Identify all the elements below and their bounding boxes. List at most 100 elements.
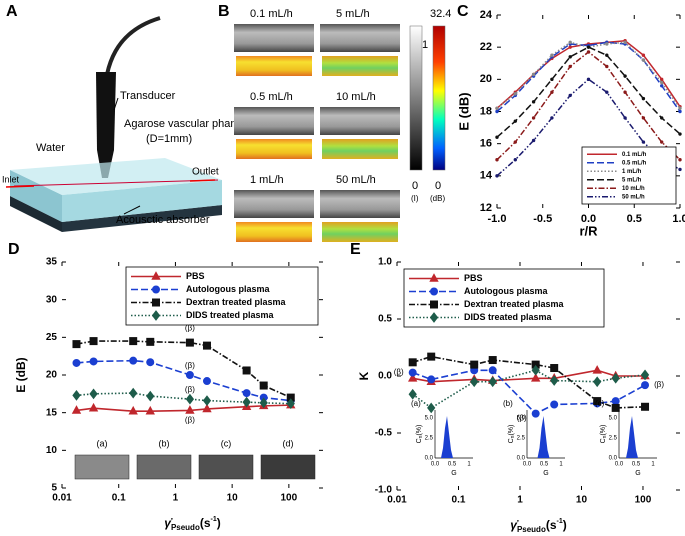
annotation: (β) — [394, 368, 404, 377]
colorbar-unit: (I) — [411, 194, 419, 203]
marker — [488, 376, 497, 388]
inset-x-tick: 1 — [467, 462, 471, 468]
series-line — [76, 359, 291, 402]
y-tick-label: 18 — [480, 105, 492, 117]
elasticity-map — [322, 139, 398, 159]
marker — [470, 376, 479, 388]
marker — [259, 381, 268, 390]
series-line — [496, 41, 681, 109]
panel-label: B — [218, 3, 230, 20]
marker — [641, 116, 646, 120]
marker — [623, 90, 627, 94]
y-tick-label: 25 — [46, 332, 58, 343]
marker — [611, 403, 620, 412]
marker — [623, 40, 627, 45]
x-label-exp: -1 — [211, 516, 217, 523]
inset-y-label-sub: n — [418, 435, 424, 438]
annotation: (β) — [654, 380, 664, 389]
marker — [641, 58, 646, 62]
absorber-side — [10, 196, 62, 232]
legend-label: PBS — [464, 273, 483, 283]
flow-rate-label: 0.1 mL/h — [250, 8, 293, 20]
elasticity-map — [322, 56, 398, 76]
x-tick-label: 0.0 — [581, 213, 596, 225]
inset-y-tick: 2.5 — [517, 436, 526, 442]
series-line — [76, 340, 292, 399]
marker — [605, 42, 609, 46]
legend-label: Dextran treated plasma — [464, 299, 565, 309]
marker — [152, 298, 160, 307]
colorbar-label: 0 — [412, 180, 418, 192]
marker — [408, 358, 417, 367]
marker — [129, 356, 138, 365]
marker — [151, 310, 161, 321]
marker — [605, 53, 609, 57]
marker — [641, 53, 646, 57]
inset-x-tick: 0.0 — [615, 462, 624, 468]
inset-label: (a) — [97, 438, 108, 448]
marker — [72, 389, 81, 401]
x-tick-label: 0.01 — [387, 495, 407, 506]
marker — [568, 40, 572, 45]
marker — [660, 84, 664, 88]
series-line — [496, 41, 681, 113]
legend-label: 1 mL/h — [622, 169, 642, 175]
marker — [568, 64, 572, 69]
inset-y-label-unit: (%) — [508, 425, 515, 436]
inset-y-tick: 0.0 — [517, 456, 526, 462]
legend-label: Dextran treated plasma — [186, 297, 287, 307]
inlet-arrow — [5, 185, 35, 188]
series-line — [412, 369, 646, 415]
marker — [513, 140, 517, 144]
marker — [152, 285, 160, 294]
elasticity-map — [322, 222, 398, 242]
leader — [123, 205, 141, 215]
marker — [488, 366, 497, 375]
marker — [430, 287, 438, 296]
inset-x-label: G — [543, 470, 548, 477]
marker — [145, 405, 155, 415]
inset-x-tick: 0.5 — [448, 462, 457, 468]
flow-rate-label: 0.5 mL/h — [250, 91, 293, 103]
legend-label: Autologous plasma — [186, 284, 270, 294]
inset-y-label-main: C — [508, 438, 515, 443]
marker — [623, 116, 627, 120]
outlet-arrow — [189, 179, 216, 182]
marker — [593, 376, 602, 388]
marker — [185, 338, 194, 347]
marker — [202, 341, 211, 350]
marker — [242, 396, 251, 408]
marker — [592, 365, 602, 374]
series-line — [412, 355, 646, 409]
y-tick-label: 16 — [480, 138, 492, 150]
marker — [72, 358, 81, 367]
inset-y-tick: 0.0 — [609, 456, 618, 462]
panel-label: C — [457, 3, 469, 20]
marker — [605, 90, 609, 94]
tank-front — [62, 180, 222, 222]
series-line — [496, 46, 681, 138]
marker — [568, 45, 572, 49]
marker — [202, 395, 212, 406]
inset-y-label-sub: n — [510, 435, 516, 438]
marker — [550, 90, 554, 94]
tank-top — [10, 158, 222, 195]
y-tick-label: -0.5 — [375, 428, 393, 439]
x-tick-label: 100 — [281, 493, 298, 504]
marker — [495, 135, 499, 139]
marker — [89, 357, 98, 366]
marker — [660, 140, 664, 144]
marker — [678, 158, 682, 162]
marker — [531, 364, 540, 376]
marker — [641, 381, 650, 390]
y-tick-label: 14 — [480, 170, 493, 182]
inset-y-label: Cn(%) — [508, 425, 516, 444]
legend-label: 5 mL/h — [622, 177, 642, 183]
y-tick-label: 10 — [46, 445, 58, 456]
marker — [185, 393, 195, 405]
marker — [513, 119, 517, 123]
x-tick-label: 1.0 — [672, 213, 685, 225]
annotation: (β) — [185, 385, 195, 394]
inset-y-tick: 0.0 — [425, 456, 434, 462]
